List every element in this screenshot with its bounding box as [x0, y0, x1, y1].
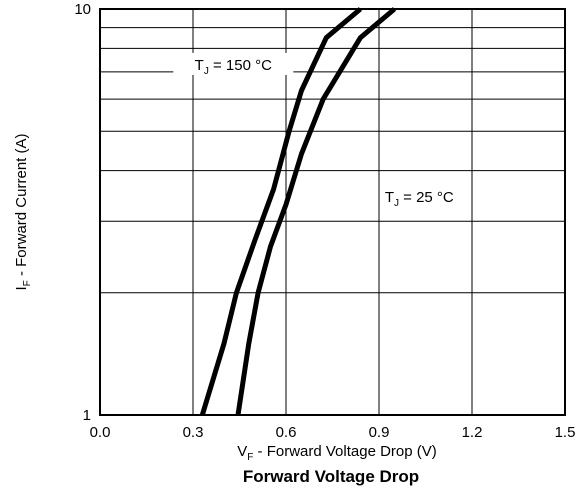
series-annotation: TJ = 25 °C: [385, 189, 454, 209]
grid-lines: [100, 9, 565, 415]
y-tick-label: 10: [74, 1, 91, 18]
chart-title: Forward Voltage Drop: [243, 467, 419, 486]
x-tick-label: 0.0: [90, 424, 111, 441]
series-line-tj-150: [199, 7, 363, 416]
x-tick-label: 1.2: [462, 424, 483, 441]
annotation-background: [173, 52, 294, 75]
y-tick-labels: 1 10: [74, 1, 91, 424]
annotations: TJ = 150 °C TJ = 25 °C: [173, 52, 454, 209]
x-tick-label: 0.3: [183, 424, 204, 441]
plot-frame: [99, 8, 566, 416]
x-tick-label: 1.5: [555, 424, 576, 441]
x-tick-label: 0.6: [276, 424, 297, 441]
data-series: [199, 7, 397, 416]
x-tick-label: 0.9: [369, 424, 390, 441]
x-axis-label: VF - Forward Voltage Drop (V): [237, 443, 437, 463]
series-line-tj-25: [235, 7, 397, 416]
y-tick-label: 1: [83, 407, 91, 424]
x-tick-labels: 0.0 0.3 0.6 0.9 1.2 1.5: [90, 424, 576, 441]
series-annotation: TJ = 150 °C: [195, 57, 272, 77]
y-axis-label: IF - Forward Current (A): [13, 134, 33, 291]
